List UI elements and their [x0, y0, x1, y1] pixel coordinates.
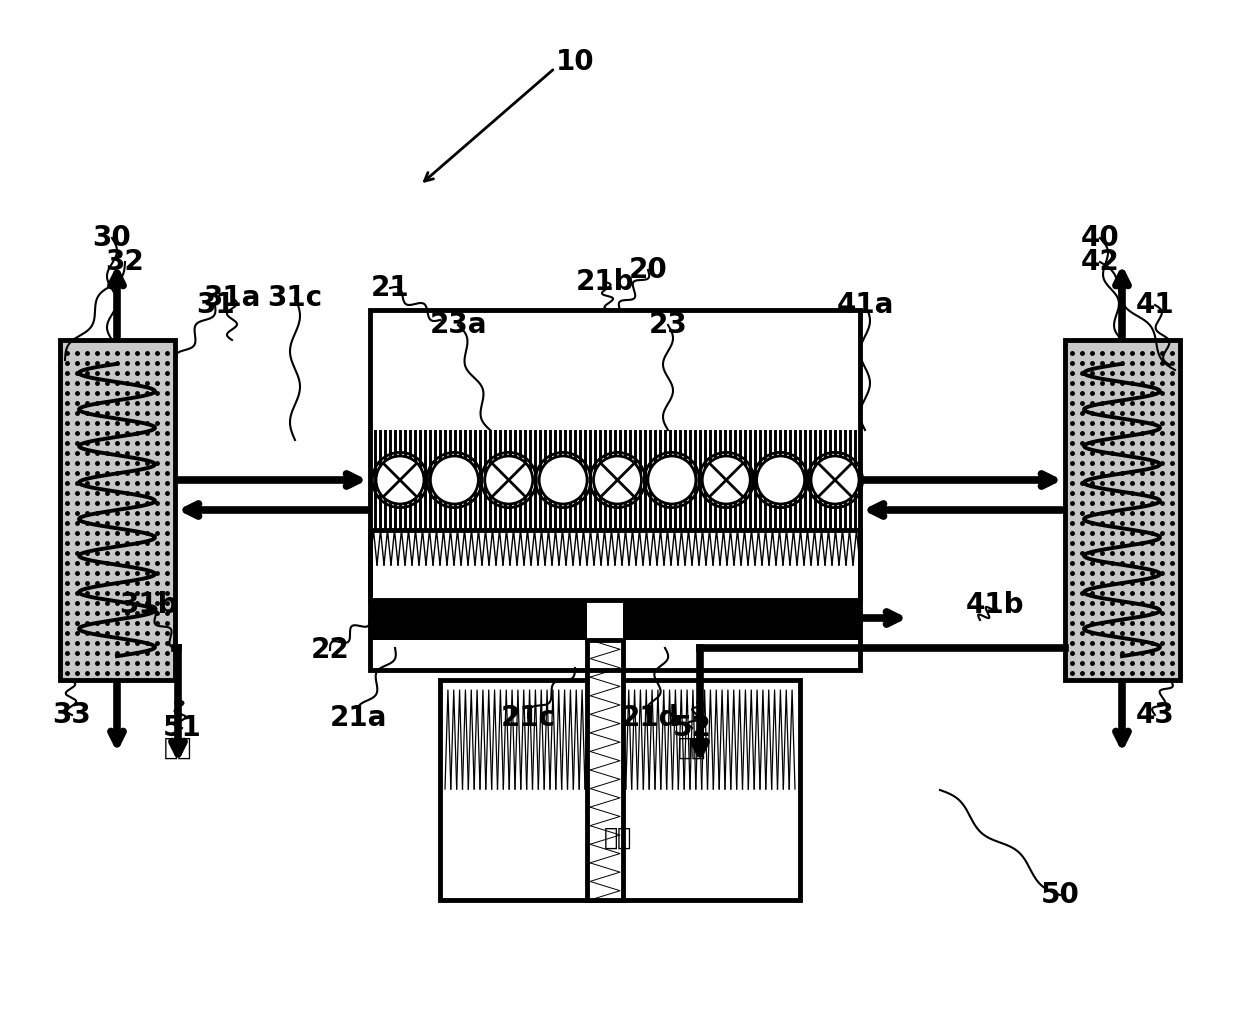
- Circle shape: [702, 456, 750, 504]
- Bar: [587, 640, 622, 900]
- Text: 20: 20: [629, 256, 667, 284]
- Text: 海水: 海水: [604, 826, 632, 850]
- Circle shape: [811, 456, 859, 504]
- Text: 21c: 21c: [501, 704, 556, 732]
- Text: 31b: 31b: [119, 591, 177, 619]
- Circle shape: [539, 456, 587, 504]
- Text: 21: 21: [371, 274, 409, 302]
- Text: 30: 30: [93, 224, 131, 252]
- Circle shape: [594, 456, 641, 504]
- Bar: [1065, 340, 1180, 680]
- Text: 42: 42: [1080, 248, 1120, 276]
- Text: 50: 50: [1040, 881, 1080, 909]
- Bar: [370, 530, 861, 600]
- Circle shape: [756, 456, 805, 504]
- Bar: [622, 600, 861, 640]
- Bar: [370, 600, 587, 640]
- Circle shape: [485, 456, 533, 504]
- Text: 41: 41: [1136, 291, 1174, 319]
- Text: 淡水: 淡水: [164, 736, 192, 760]
- Bar: [60, 340, 175, 680]
- Text: 31a: 31a: [203, 284, 260, 312]
- Circle shape: [376, 456, 424, 504]
- Text: 23a: 23a: [429, 311, 487, 339]
- Text: 22: 22: [311, 636, 350, 664]
- Text: 41a: 41a: [836, 291, 894, 319]
- Text: 23: 23: [649, 311, 687, 339]
- Text: 33: 33: [52, 701, 92, 729]
- Text: 31c: 31c: [268, 284, 322, 312]
- Text: 淡水: 淡水: [678, 736, 706, 760]
- Text: 10: 10: [556, 48, 594, 76]
- Text: 31: 31: [196, 291, 234, 319]
- Text: 41b: 41b: [966, 591, 1024, 619]
- Text: 43: 43: [1136, 701, 1174, 729]
- Bar: [440, 680, 800, 900]
- Text: 21d: 21d: [621, 704, 680, 732]
- Text: 32: 32: [105, 248, 144, 276]
- Circle shape: [647, 456, 696, 504]
- Bar: [370, 530, 861, 600]
- Text: 51: 51: [162, 714, 201, 742]
- Text: 21a: 21a: [330, 704, 387, 732]
- Text: 40: 40: [1080, 224, 1120, 252]
- Bar: [370, 430, 861, 530]
- Text: 21b: 21b: [575, 268, 634, 296]
- Text: 浓盐水: 浓盐水: [774, 603, 816, 627]
- Bar: [370, 310, 861, 430]
- Circle shape: [430, 456, 479, 504]
- Text: 52: 52: [672, 714, 712, 742]
- Bar: [370, 310, 861, 670]
